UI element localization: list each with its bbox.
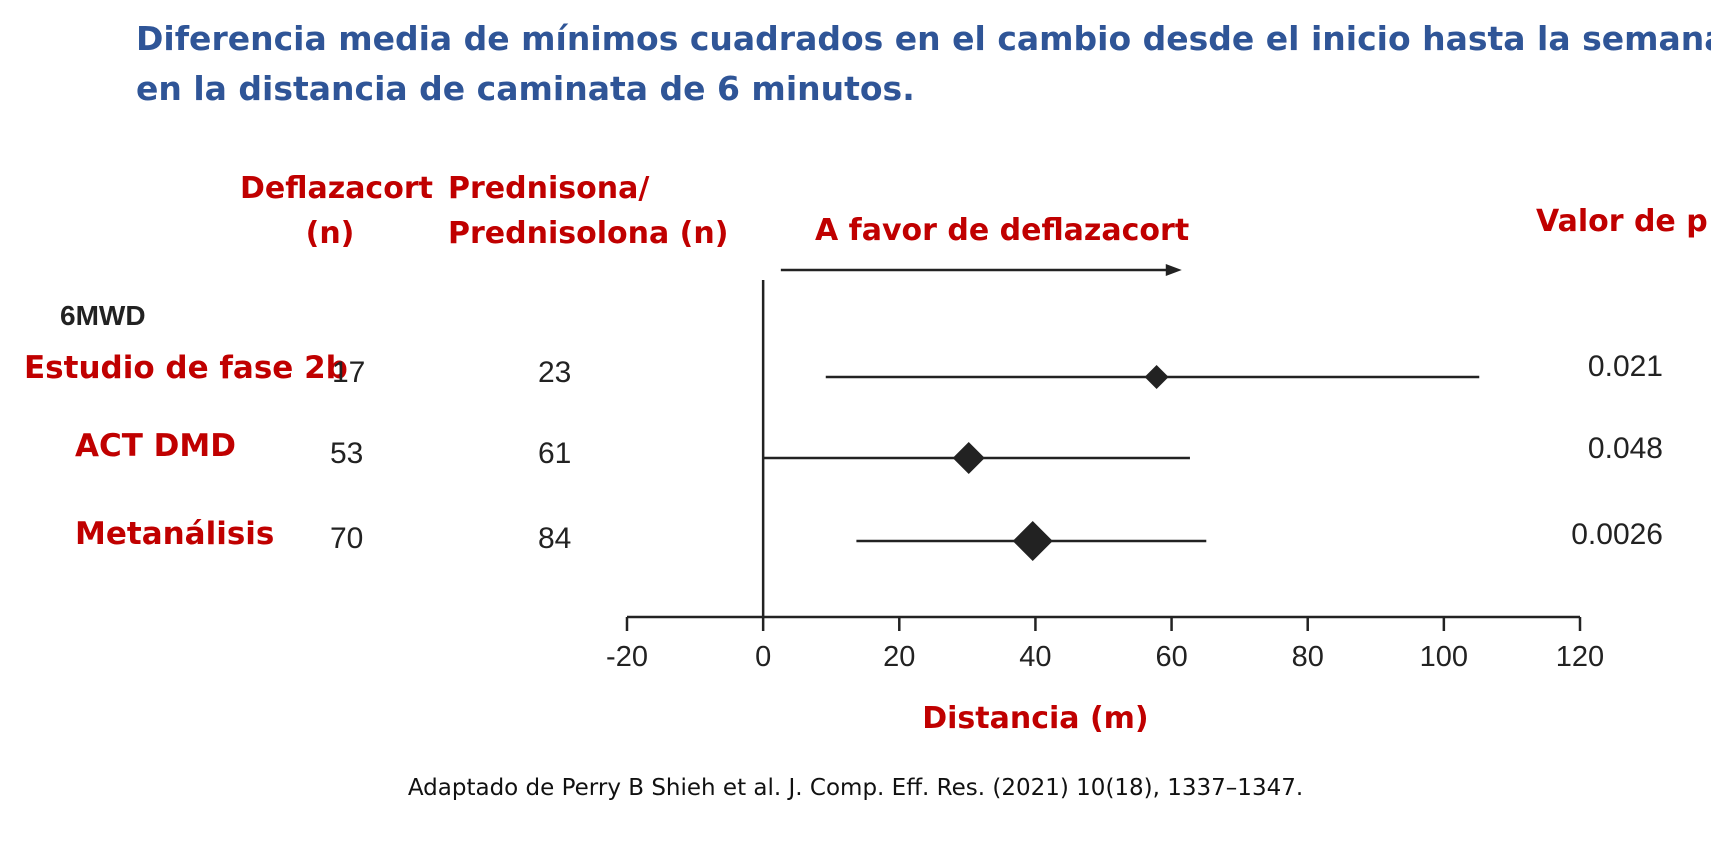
favor-arrow-head <box>1165 264 1182 276</box>
x-tick-label: 60 <box>1155 641 1187 673</box>
deflazacort-n-act-dmd: 53 <box>330 437 364 470</box>
x-tick-label: 0 <box>755 641 771 673</box>
pvalue-header: Valor de p <box>1536 204 1708 239</box>
deflazacort-header-line-2: (n) <box>305 216 355 251</box>
row-label-metanalisis: Metanálisis <box>75 516 275 552</box>
prednisone-n-act-dmd: 61 <box>538 437 572 470</box>
prednisona-header: Prednisona/ Prednisolona (n) <box>448 166 728 256</box>
x-tick-label: -20 <box>606 641 648 673</box>
pvalue-phase2b: 0.021 <box>1587 350 1663 383</box>
deflazacort-n-metanalisis: 70 <box>330 522 364 555</box>
title-line-2: en la distancia de caminata de 6 minutos… <box>136 69 915 108</box>
row-label-phase2b: Estudio de fase 2b <box>24 350 348 386</box>
chart-title: Diferencia media de mínimos cuadrados en… <box>136 14 1711 114</box>
section-label-6mwd: 6MWD <box>60 300 146 331</box>
estimate-diamond <box>952 442 985 474</box>
deflazacort-header-line-1: Deflazacort <box>240 171 433 206</box>
prednisona-header-line-2: Prednisolona (n) <box>448 216 729 251</box>
estimate-diamond <box>1144 365 1169 389</box>
estimate-diamond <box>1012 521 1053 561</box>
x-axis-label: Distancia (m) <box>922 701 1148 736</box>
x-tick-label: 20 <box>883 641 915 673</box>
prednisone-n-phase2b: 23 <box>538 356 572 389</box>
prednisone-n-metanalisis: 84 <box>538 522 572 555</box>
favor-label: A favor de deflazacort <box>815 213 1190 248</box>
deflazacort-n-phase2b: 17 <box>332 356 366 389</box>
x-tick-label: 40 <box>1019 641 1051 673</box>
deflazacort-header: Deflazacort (n) <box>240 166 433 256</box>
source-citation: Adaptado de Perry B Shieh et al. J. Comp… <box>407 775 1304 801</box>
x-tick-label: 100 <box>1420 641 1468 673</box>
x-tick-label: 120 <box>1556 641 1604 673</box>
prednisona-header-line-1: Prednisona/ <box>448 171 650 206</box>
pvalue-metanalisis: 0.0026 <box>1571 518 1663 551</box>
row-label-act-dmd: ACT DMD <box>75 428 236 464</box>
x-tick-label: 80 <box>1292 641 1324 673</box>
title-line-1: Diferencia media de mínimos cuadrados en… <box>136 19 1711 58</box>
pvalue-act-dmd: 0.048 <box>1587 432 1663 465</box>
